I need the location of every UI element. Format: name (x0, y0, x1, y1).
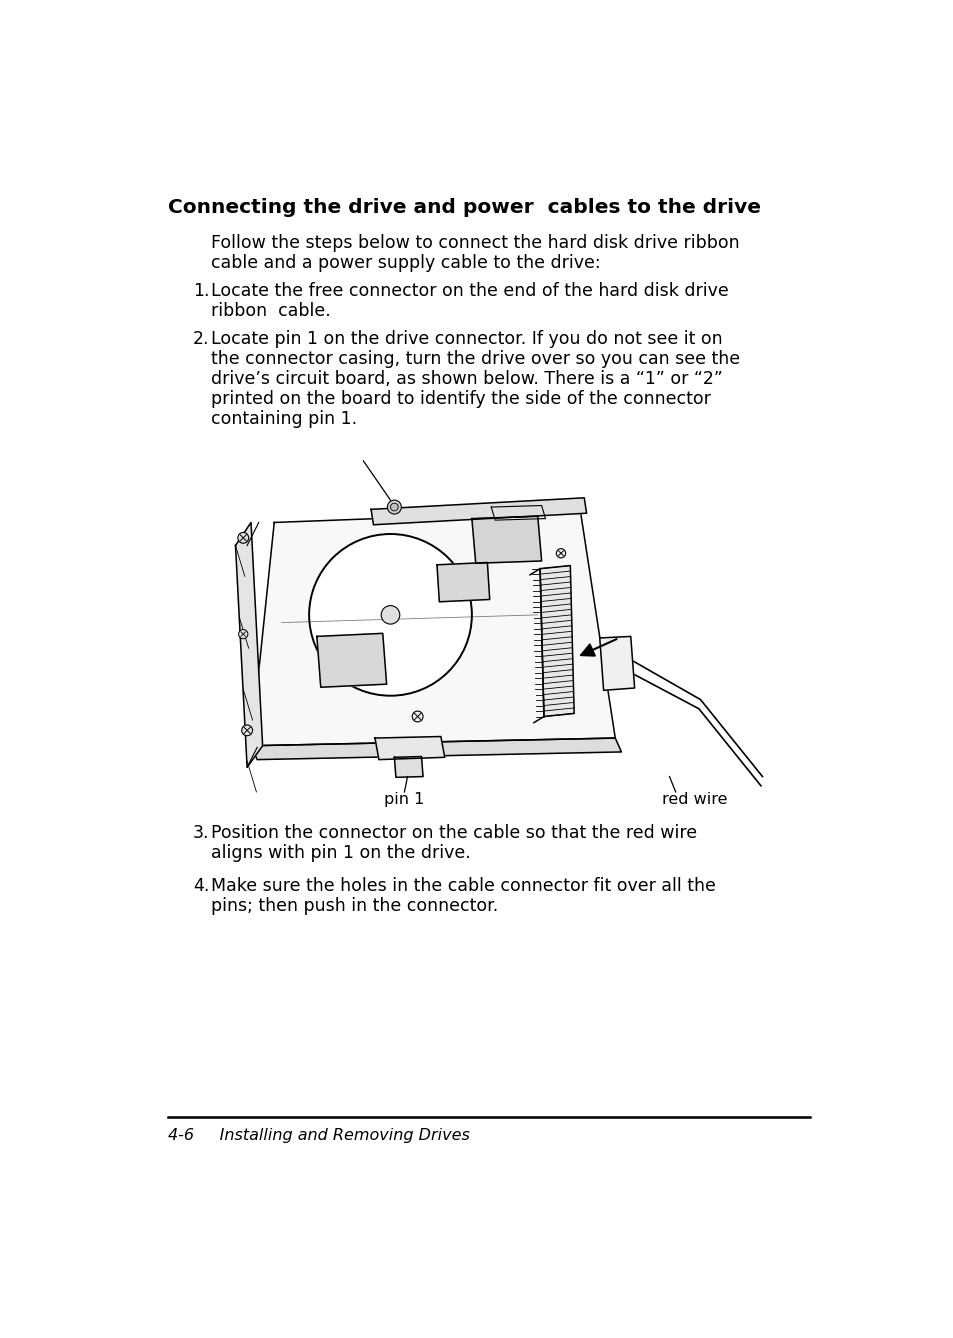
Circle shape (237, 533, 249, 543)
Polygon shape (436, 562, 489, 602)
Text: printed on the board to identify the side of the connector: printed on the board to identify the sid… (211, 389, 710, 408)
Circle shape (241, 725, 253, 736)
Text: Connecting the drive and power  cables to the drive: Connecting the drive and power cables to… (168, 198, 760, 217)
Text: drive’s circuit board, as shown below. There is a “1” or “2”: drive’s circuit board, as shown below. T… (211, 371, 721, 388)
Polygon shape (375, 736, 444, 760)
Text: aligns with pin 1 on the drive.: aligns with pin 1 on the drive. (211, 844, 470, 862)
Text: 1.: 1. (193, 282, 209, 300)
Polygon shape (251, 511, 615, 745)
Circle shape (556, 549, 565, 558)
Text: 3.: 3. (193, 824, 209, 843)
Text: 4.: 4. (193, 876, 209, 895)
Circle shape (387, 500, 401, 514)
Circle shape (390, 503, 397, 511)
Polygon shape (235, 522, 262, 767)
Circle shape (381, 606, 399, 624)
Polygon shape (472, 516, 541, 563)
Text: the connector casing, turn the drive over so you can see the: the connector casing, turn the drive ove… (211, 351, 739, 368)
Text: containing pin 1.: containing pin 1. (211, 409, 356, 428)
Polygon shape (316, 633, 386, 688)
Polygon shape (491, 506, 545, 520)
Circle shape (412, 710, 422, 723)
Text: ribbon  cable.: ribbon cable. (211, 302, 330, 320)
Polygon shape (599, 637, 634, 690)
Polygon shape (371, 498, 586, 524)
Polygon shape (539, 566, 574, 717)
Polygon shape (394, 756, 422, 777)
Text: Locate the free connector on the end of the hard disk drive: Locate the free connector on the end of … (211, 282, 728, 300)
Text: 4-6     Installing and Removing Drives: 4-6 Installing and Removing Drives (168, 1128, 470, 1143)
Circle shape (238, 629, 248, 638)
Polygon shape (251, 739, 620, 760)
Text: pins; then push in the connector.: pins; then push in the connector. (211, 896, 497, 915)
Text: Locate pin 1 on the drive connector. If you do not see it on: Locate pin 1 on the drive connector. If … (211, 330, 721, 348)
Text: 2.: 2. (193, 330, 209, 348)
Text: Position the connector on the cable so that the red wire: Position the connector on the cable so t… (211, 824, 696, 843)
Text: red wire: red wire (661, 792, 726, 807)
Text: pin 1: pin 1 (384, 792, 424, 807)
Text: cable and a power supply cable to the drive:: cable and a power supply cable to the dr… (211, 254, 599, 273)
Circle shape (309, 534, 472, 696)
Text: Make sure the holes in the cable connector fit over all the: Make sure the holes in the cable connect… (211, 876, 715, 895)
Text: Follow the steps below to connect the hard disk drive ribbon: Follow the steps below to connect the ha… (211, 234, 739, 253)
